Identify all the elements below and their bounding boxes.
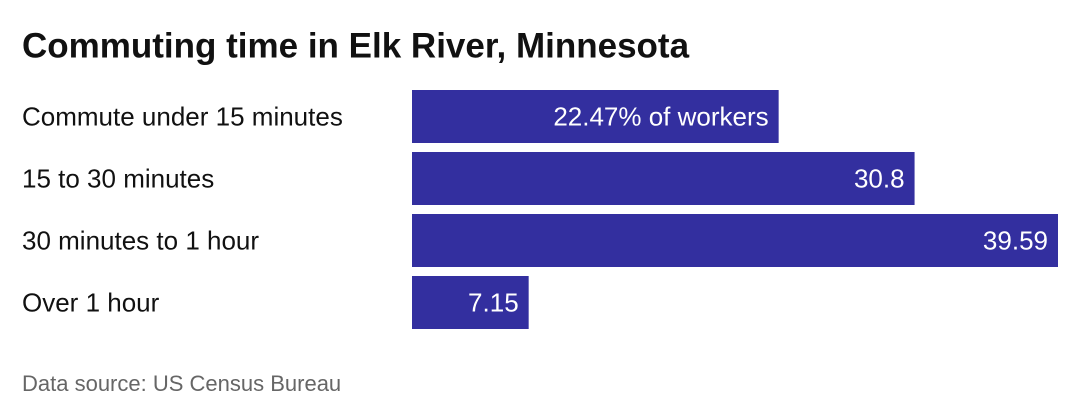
bar (412, 152, 915, 205)
bar (412, 276, 529, 329)
value-label: 39.59 (983, 225, 1048, 255)
chart-title: Commuting time in Elk River, Minnesota (22, 26, 690, 65)
value-label: 7.15 (468, 287, 519, 317)
value-label: 30.8 (854, 163, 905, 193)
category-label: Over 1 hour (22, 287, 160, 317)
category-label: 15 to 30 minutes (22, 163, 214, 193)
value-label: 22.47% of workers (553, 101, 768, 131)
bar (412, 214, 1058, 267)
category-label: 30 minutes to 1 hour (22, 225, 259, 255)
source-note: Data source: US Census Bureau (22, 371, 341, 396)
category-label: Commute under 15 minutes (22, 101, 343, 131)
bar (412, 90, 779, 143)
